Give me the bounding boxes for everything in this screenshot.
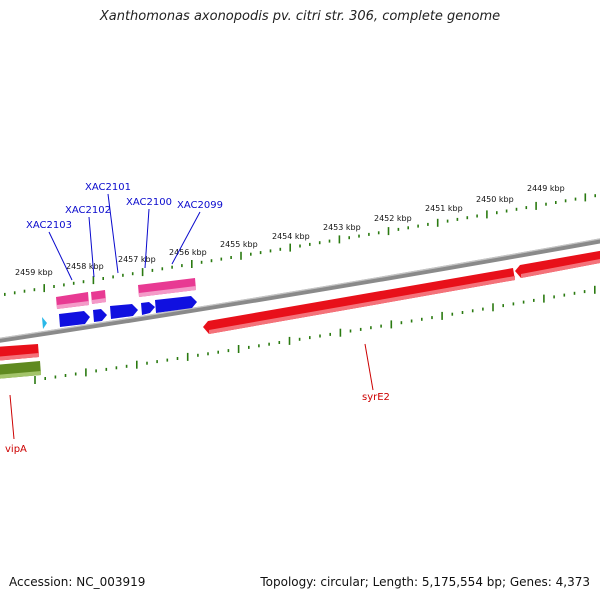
scale-label: 2459 kbp xyxy=(15,268,53,277)
gene-xac2102-blue[interactable] xyxy=(93,309,107,322)
gene-xac2101-blue[interactable] xyxy=(110,304,138,319)
label-xac2100[interactable]: XAC2100 xyxy=(126,197,172,208)
chromosome-backbone xyxy=(0,238,600,343)
label-xac2102[interactable]: XAC2102 xyxy=(65,205,111,216)
label-xac2099[interactable]: XAC2099 xyxy=(177,200,223,211)
scale-label: 2457 kbp xyxy=(118,255,156,264)
scale-ticks-inner xyxy=(34,285,596,384)
small-cyan-gene[interactable] xyxy=(42,317,47,329)
scale-label: 2454 kbp xyxy=(272,232,310,241)
gene-xac2100-blue[interactable] xyxy=(141,302,155,315)
gene-labels: XAC2103 XAC2102 XAC2101 XAC2100 XAC2099 … xyxy=(5,182,390,455)
gene-vipa[interactable] xyxy=(0,361,41,379)
scale-label: 2455 kbp xyxy=(220,240,258,249)
scale-label: 2456 kbp xyxy=(169,248,207,257)
accession-text: Accession: NC_003919 xyxy=(9,575,146,589)
scale-labels: 2459 kbp 2458 kbp 2457 kbp 2456 kbp 2455 kbp… xyxy=(15,184,565,277)
label-syre2[interactable]: syrE2 xyxy=(362,392,390,403)
genes-forward-pink-highlight xyxy=(57,286,196,309)
label-leader-lines xyxy=(9,193,374,440)
scale-label: 2451 kbp xyxy=(425,204,463,213)
genes-reverse-red xyxy=(0,250,600,361)
scale-label: 2450 kbp xyxy=(476,195,514,204)
gene-xac2103-blue[interactable] xyxy=(59,311,90,327)
scale-label: 2452 kbp xyxy=(374,214,412,223)
scale-ticks-outer xyxy=(4,193,597,296)
scale-label: 2453 kbp xyxy=(323,223,361,232)
genes-forward-blue xyxy=(59,296,197,327)
label-xac2101[interactable]: XAC2101 xyxy=(85,182,131,193)
scale-label: 2458 kbp xyxy=(66,262,104,271)
gene-xac2099-blue[interactable] xyxy=(155,296,197,313)
genome-title: Xanthomonas axonopodis pv. citri str. 30… xyxy=(99,9,501,24)
label-xac2103[interactable]: XAC2103 xyxy=(26,220,72,231)
genome-summary-text: Topology: circular; Length: 5,175,554 bp… xyxy=(260,575,590,589)
label-vipa[interactable]: vipA xyxy=(5,444,27,455)
scale-label: 2449 kbp xyxy=(527,184,565,193)
